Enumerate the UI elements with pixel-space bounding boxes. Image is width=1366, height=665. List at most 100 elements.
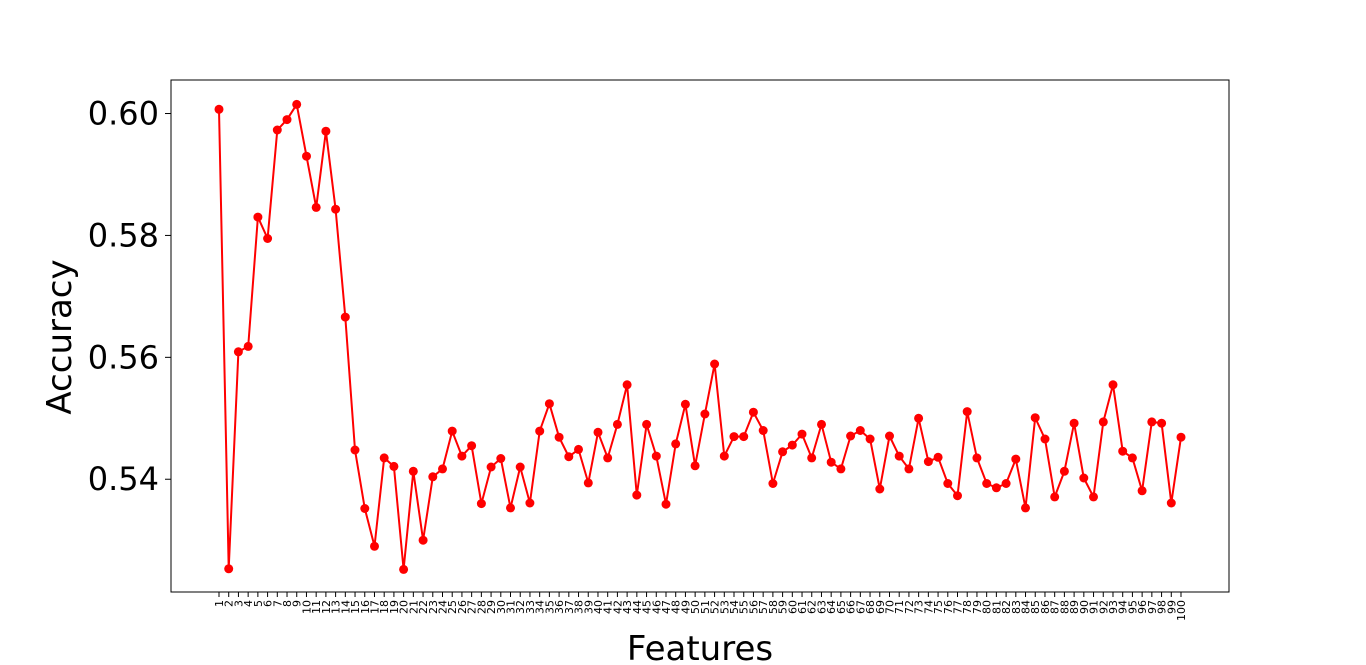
- data-point: [836, 464, 846, 474]
- data-point: [554, 432, 564, 442]
- x-tick-label: 85: [1029, 600, 1042, 614]
- data-point: [603, 453, 613, 463]
- x-tick-label: 78: [961, 600, 974, 614]
- data-point: [904, 464, 914, 474]
- x-tick-label: 22: [417, 600, 430, 614]
- data-point: [671, 439, 681, 449]
- data-point: [953, 491, 962, 501]
- data-point: [826, 457, 836, 467]
- x-tick-label: 11: [310, 600, 323, 614]
- data-point: [253, 212, 263, 222]
- data-point: [612, 419, 622, 429]
- x-tick-label: 29: [485, 600, 498, 614]
- x-tick-label: 73: [913, 600, 926, 614]
- data-point: [1108, 380, 1118, 390]
- y-tick-label: 0.54: [88, 460, 159, 498]
- data-point: [680, 399, 690, 409]
- data-point: [972, 453, 982, 463]
- x-axis-ticks: 1234567891011121314151617181920212223242…: [213, 592, 1188, 621]
- data-point: [515, 462, 525, 472]
- x-tick-label: 37: [563, 600, 576, 614]
- series-line: [218, 101, 1182, 570]
- x-tick-label: 20: [398, 600, 411, 614]
- x-tick-label: 72: [903, 600, 916, 614]
- data-point: [710, 359, 720, 369]
- data-point: [962, 407, 972, 417]
- x-tick-label: 31: [505, 600, 518, 614]
- data-point: [399, 564, 409, 574]
- data-point: [1011, 454, 1021, 464]
- data-point: [1021, 503, 1030, 513]
- data-point: [729, 432, 739, 442]
- x-tick-label: 21: [407, 600, 420, 614]
- x-tick-label: 8: [281, 600, 294, 607]
- data-point: [350, 445, 360, 455]
- y-tick-label: 0.58: [88, 216, 159, 254]
- data-point: [428, 472, 438, 482]
- x-tick-label: 82: [1000, 600, 1013, 614]
- x-tick-label: 71: [893, 600, 906, 614]
- x-tick-label: 99: [1165, 600, 1178, 614]
- x-tick-label: 65: [835, 600, 848, 614]
- data-point: [1176, 432, 1186, 442]
- x-tick-label: 16: [359, 600, 372, 614]
- data-point: [855, 426, 865, 435]
- x-tick-label: 96: [1136, 600, 1149, 614]
- data-point: [408, 466, 418, 476]
- x-tick-label: 64: [825, 600, 838, 614]
- x-tick-label: 13: [330, 600, 343, 614]
- x-tick-label: 53: [718, 600, 731, 614]
- data-point: [797, 429, 807, 439]
- data-point: [292, 99, 302, 109]
- y-axis-ticks: 0.54 0.56 0.58 0.60: [88, 95, 171, 498]
- data-point: [1089, 492, 1098, 502]
- x-tick-label: 52: [709, 600, 722, 614]
- x-tick-label: 76: [942, 600, 955, 614]
- data-point: [1040, 434, 1050, 444]
- x-tick-label: 6: [262, 600, 275, 607]
- x-axis-title: Features: [627, 629, 773, 665]
- data-point: [1001, 479, 1011, 488]
- x-tick-label: 39: [582, 600, 595, 614]
- x-tick-label: 98: [1156, 600, 1169, 614]
- data-point: [982, 479, 992, 488]
- x-tick-label: 30: [495, 600, 508, 614]
- data-point: [224, 564, 234, 574]
- data-point: [1098, 417, 1108, 427]
- data-point: [758, 426, 768, 435]
- x-tick-label: 83: [1010, 600, 1023, 614]
- x-tick-label: 12: [320, 600, 333, 614]
- data-point: [690, 461, 700, 471]
- y-tick-label: 0.56: [88, 338, 159, 376]
- data-point: [544, 399, 554, 409]
- data-point: [885, 431, 894, 441]
- data-point: [311, 202, 321, 212]
- x-tick-label: 35: [543, 600, 556, 614]
- x-tick-label: 59: [777, 600, 790, 614]
- data-point: [943, 479, 953, 488]
- x-tick-label: 36: [553, 600, 566, 614]
- x-tick-label: 90: [1078, 600, 1091, 614]
- x-tick-label: 95: [1126, 600, 1139, 614]
- x-tick-label: 3: [232, 600, 245, 607]
- x-tick-label: 18: [378, 600, 391, 614]
- data-point: [651, 451, 661, 461]
- x-tick-label: 45: [641, 600, 654, 614]
- data-point: [1118, 446, 1128, 456]
- data-point: [1157, 418, 1167, 428]
- x-tick-label: 47: [660, 600, 673, 614]
- x-tick-label: 55: [738, 600, 751, 614]
- x-tick-label: 27: [466, 600, 479, 614]
- x-tick-label: 75: [932, 600, 945, 614]
- data-point: [622, 380, 632, 390]
- series-markers: [214, 99, 1186, 574]
- x-tick-label: 17: [368, 600, 381, 614]
- data-point: [302, 151, 311, 161]
- x-tick-label: 46: [650, 600, 663, 614]
- data-point: [263, 234, 273, 243]
- data-point: [496, 454, 506, 463]
- data-point: [642, 419, 652, 429]
- x-tick-label: 23: [427, 600, 440, 614]
- data-point: [875, 484, 885, 494]
- x-tick-label: 77: [952, 600, 965, 614]
